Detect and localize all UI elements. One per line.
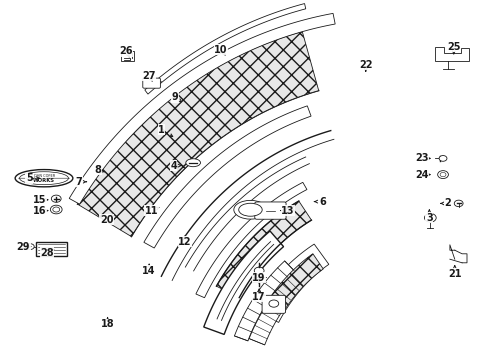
FancyBboxPatch shape — [142, 78, 160, 88]
Circle shape — [424, 213, 435, 222]
Ellipse shape — [20, 172, 68, 185]
Text: 22: 22 — [358, 60, 372, 70]
Text: 23: 23 — [414, 153, 427, 163]
Polygon shape — [248, 274, 303, 345]
FancyBboxPatch shape — [262, 295, 285, 313]
Ellipse shape — [238, 203, 262, 216]
Text: JOHN COPER: JOHN COPER — [33, 174, 55, 179]
Polygon shape — [143, 106, 310, 248]
Text: 29: 29 — [17, 242, 30, 252]
Text: 27: 27 — [142, 71, 156, 81]
FancyBboxPatch shape — [254, 202, 285, 219]
Circle shape — [26, 244, 34, 249]
Text: WORKS: WORKS — [33, 178, 55, 183]
Circle shape — [453, 200, 462, 207]
Text: 20: 20 — [100, 215, 113, 225]
Text: 9: 9 — [171, 92, 178, 102]
Ellipse shape — [15, 170, 73, 187]
Text: 4: 4 — [170, 161, 177, 171]
Polygon shape — [216, 201, 311, 298]
FancyBboxPatch shape — [121, 51, 134, 61]
Text: 21: 21 — [447, 269, 461, 279]
Text: 28: 28 — [40, 248, 54, 258]
Text: 10: 10 — [214, 45, 227, 55]
Text: 12: 12 — [178, 237, 191, 247]
Text: 1: 1 — [158, 125, 164, 135]
Circle shape — [50, 205, 62, 214]
FancyBboxPatch shape — [36, 242, 66, 256]
Text: 7: 7 — [76, 177, 82, 187]
Text: 16: 16 — [33, 206, 47, 216]
Text: 17: 17 — [252, 292, 265, 302]
Text: 11: 11 — [144, 206, 158, 216]
Circle shape — [437, 171, 447, 179]
Polygon shape — [234, 261, 293, 341]
Circle shape — [439, 172, 445, 177]
Text: 5: 5 — [26, 173, 33, 183]
Polygon shape — [69, 13, 334, 204]
Text: 24: 24 — [414, 170, 427, 180]
Polygon shape — [144, 4, 305, 94]
Polygon shape — [203, 231, 283, 334]
Text: 19: 19 — [252, 273, 265, 283]
Text: 8: 8 — [94, 165, 101, 175]
Text: 6: 6 — [319, 197, 325, 207]
Ellipse shape — [233, 201, 266, 219]
Text: 3: 3 — [425, 213, 432, 223]
Circle shape — [51, 195, 61, 202]
Circle shape — [438, 156, 446, 161]
Text: 14: 14 — [142, 266, 156, 276]
Polygon shape — [196, 183, 306, 298]
Circle shape — [53, 207, 60, 212]
Polygon shape — [267, 254, 323, 311]
Circle shape — [254, 267, 264, 274]
Ellipse shape — [185, 159, 200, 167]
Text: 15: 15 — [33, 195, 47, 205]
Text: 25: 25 — [446, 42, 460, 52]
Polygon shape — [434, 47, 468, 61]
Text: 18: 18 — [101, 319, 114, 329]
Polygon shape — [78, 31, 318, 237]
Text: 2: 2 — [443, 198, 450, 208]
Polygon shape — [253, 244, 328, 323]
Circle shape — [268, 300, 278, 307]
Text: 13: 13 — [281, 206, 294, 216]
Text: 26: 26 — [119, 46, 133, 56]
